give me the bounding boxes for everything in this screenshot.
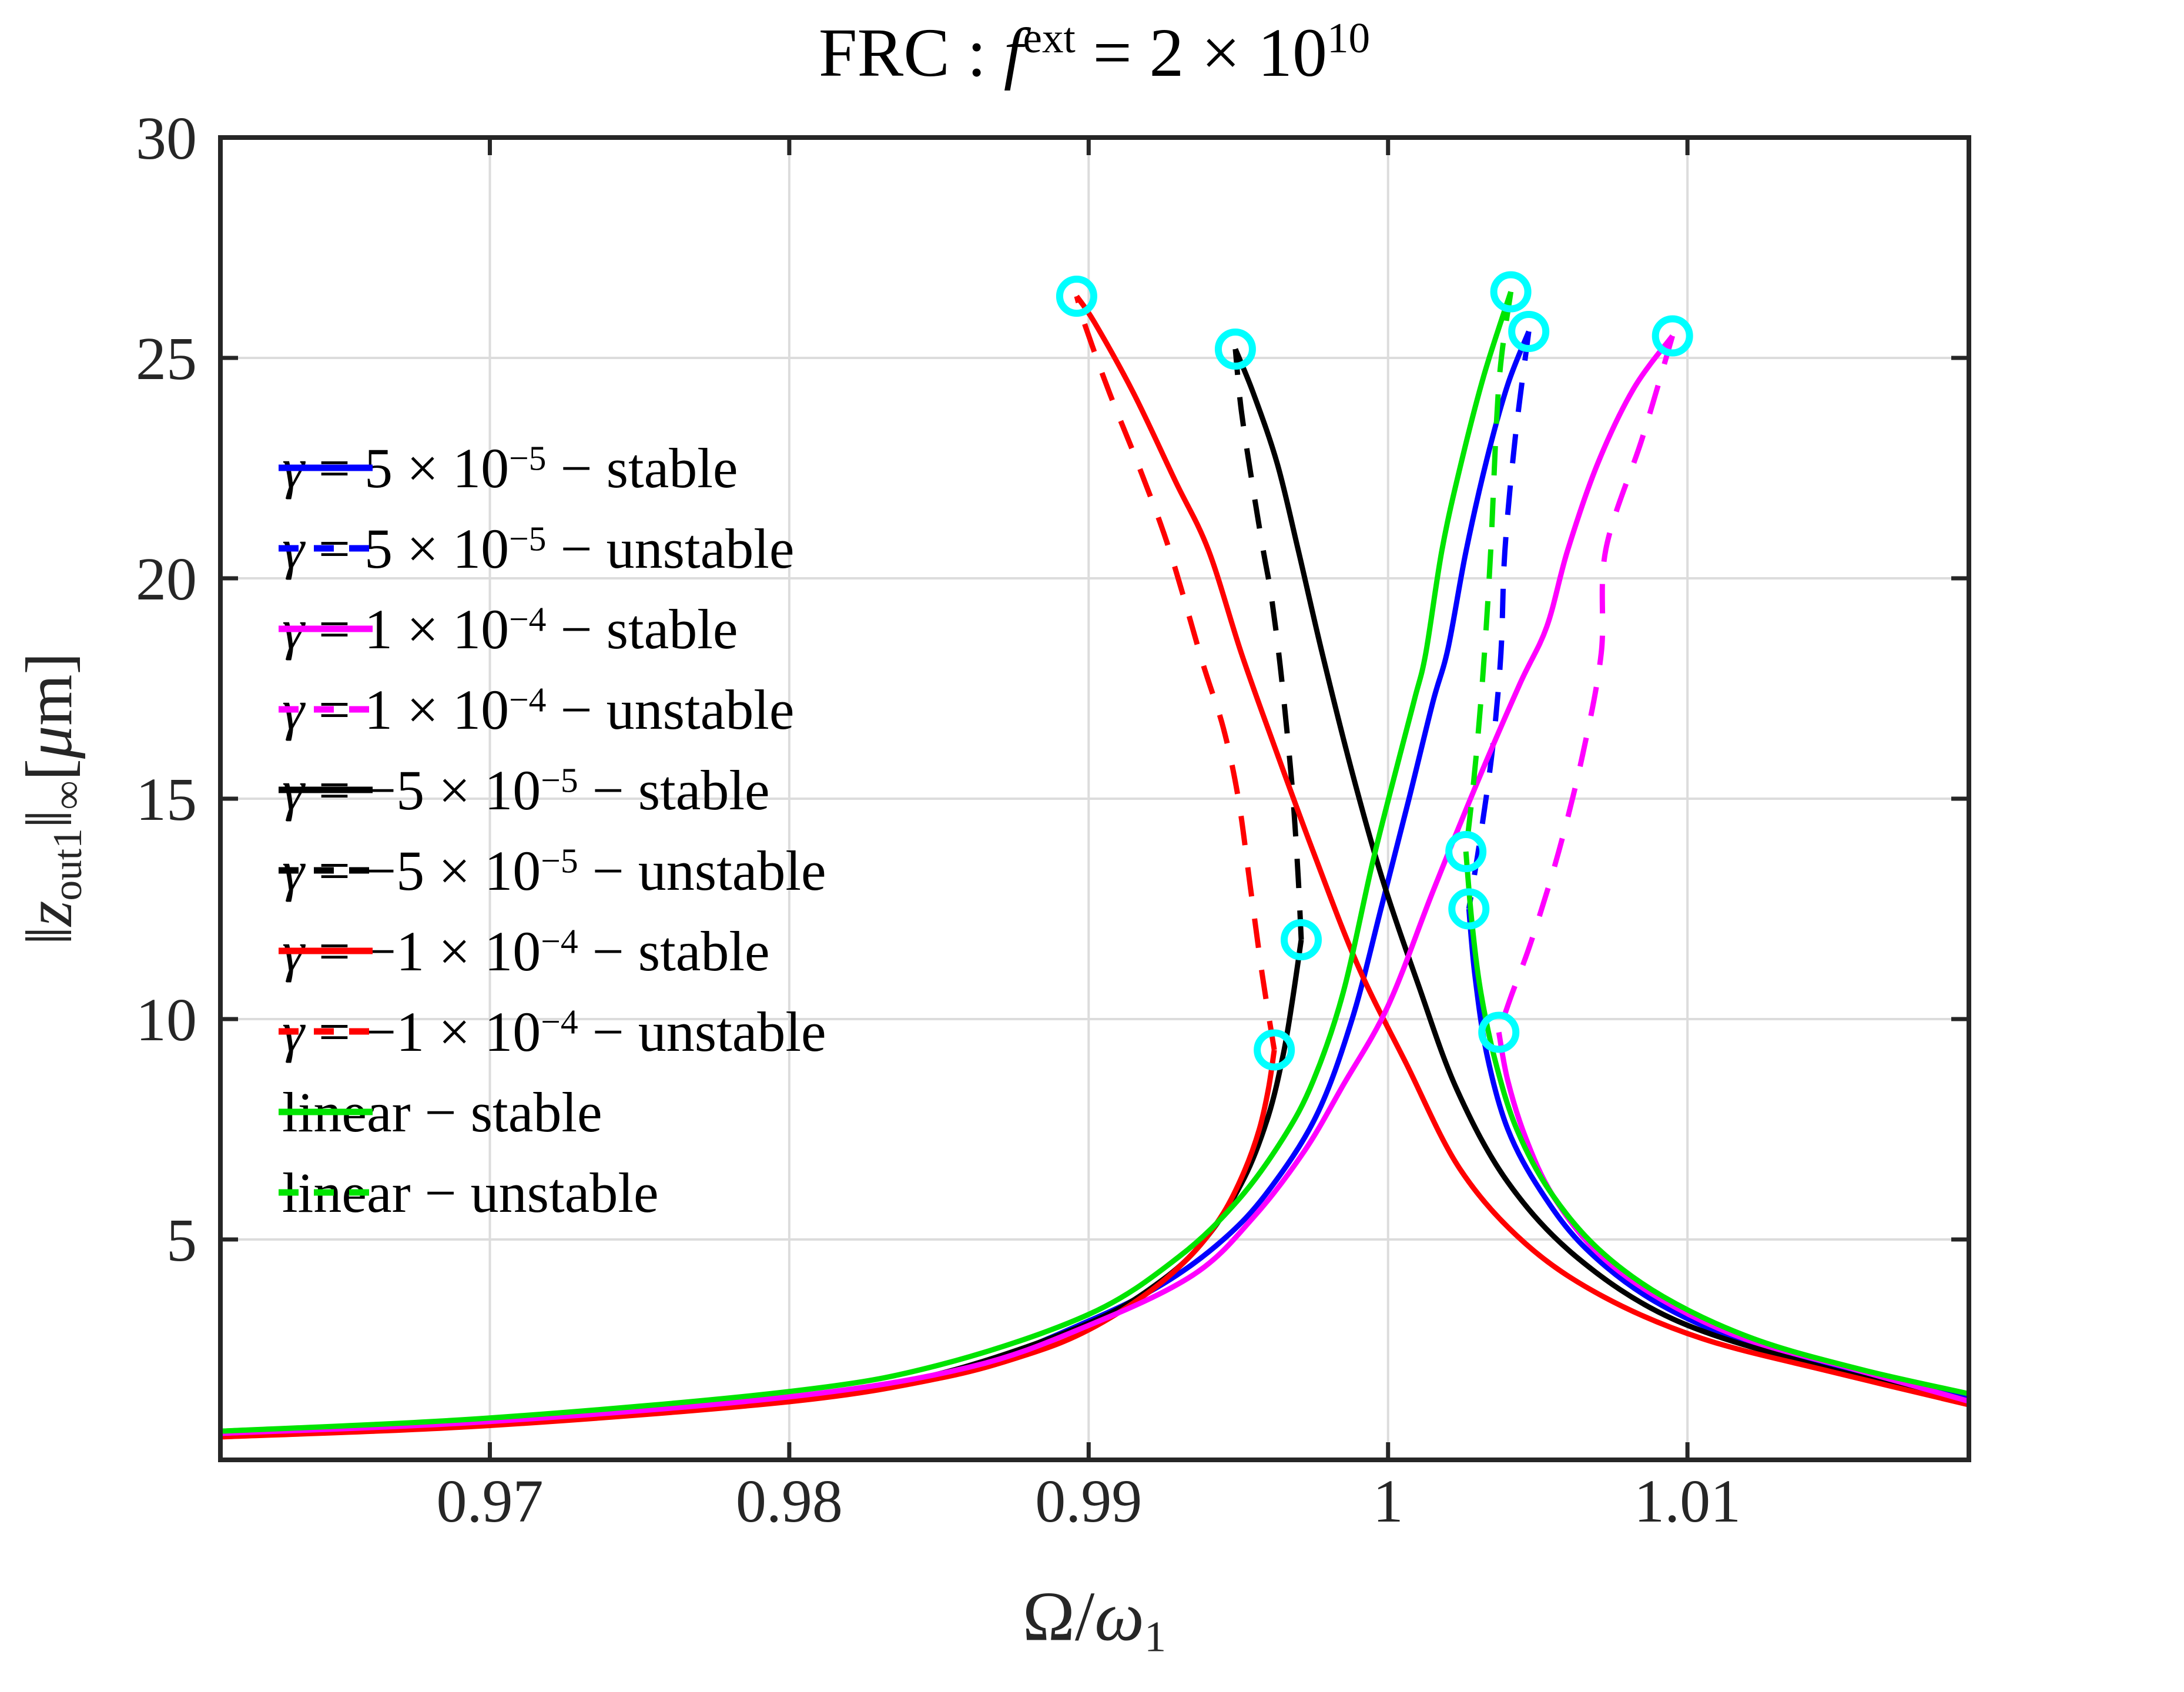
curve-stable [1232, 348, 1969, 1405]
legend-entry: γ = −5 × 10−5 − stable [276, 750, 770, 830]
chart-title: FRC : fext = 2 × 1010 [818, 14, 1371, 91]
y-tick-label: 30 [136, 105, 197, 172]
curve-stable [1074, 294, 1969, 1408]
legend-line-swatch [279, 625, 373, 632]
legend-entry: linear − unstable [276, 1152, 659, 1233]
legend-exponent: −5 [541, 760, 578, 799]
y-tick-label: 10 [136, 986, 197, 1054]
curve-stable [220, 291, 1513, 1434]
x-axis-label: Ω/ω1 [1022, 1577, 1167, 1661]
legend-entry: γ = −1 × 10−4 − stable [276, 911, 770, 991]
fold-point-marker [1214, 329, 1256, 370]
legend-entry: γ = 5 × 10−5 − stable [276, 428, 738, 508]
y-tick-label: 20 [136, 545, 197, 613]
fold-point-marker [1056, 276, 1097, 317]
fold-point-marker [1490, 271, 1532, 313]
y-tick-label: 5 [166, 1207, 197, 1274]
fold-point-marker [1478, 1011, 1520, 1053]
legend-entry: γ = 5 × 10−5 − unstable [276, 508, 795, 589]
legend-exponent: −4 [509, 599, 547, 638]
legend-exponent: −5 [509, 438, 547, 477]
legend-line-swatch [279, 1028, 373, 1035]
legend-line-swatch [279, 947, 373, 954]
legend-exponent: −4 [509, 679, 547, 719]
fold-point-marker [1652, 315, 1693, 357]
x-tick-label: 1 [1373, 1467, 1403, 1535]
exponent: 10 [1327, 14, 1371, 62]
y-tick-label: 25 [136, 325, 197, 393]
legend-line-swatch [279, 867, 373, 874]
f-symbol: f [1003, 14, 1023, 91]
legend-line-swatch [279, 1189, 373, 1196]
legend-exponent: −5 [541, 840, 578, 880]
fold-point-marker [1254, 1029, 1295, 1071]
legend-exponent: −4 [541, 1001, 578, 1041]
x-tick-label: 1.01 [1634, 1467, 1741, 1535]
legend-line-swatch [279, 545, 373, 552]
curve-stable [220, 334, 1675, 1436]
curve-unstable [1074, 295, 1277, 1051]
fold-point-marker [1508, 311, 1550, 352]
legend-entry: linear − stable [276, 1072, 602, 1152]
x-tick-label: 0.99 [1035, 1467, 1142, 1535]
curve-unstable [1496, 335, 1675, 1033]
legend-exponent: −4 [541, 921, 578, 960]
curve-stable [1463, 851, 1969, 1396]
legend-label: γ = −1 × 10−4 − stable [276, 923, 770, 980]
legend-entry: γ = 1 × 10−4 − stable [276, 589, 738, 669]
legend-line-swatch [279, 1108, 373, 1115]
fold-point-marker [1445, 831, 1487, 872]
legend-label: γ = 5 × 10−5 − stable [276, 440, 738, 497]
curve-stable [220, 1049, 1277, 1440]
f-superscript: ext [1023, 14, 1076, 62]
legend-entry: γ = −1 × 10−4 − unstable [276, 991, 826, 1072]
x-tick-label: 0.98 [736, 1467, 843, 1535]
legend-exponent: −5 [509, 518, 547, 558]
y-axis-label: ‖zout1‖∞[μm] [12, 652, 91, 945]
curve-unstable [1466, 331, 1532, 910]
x-tick-label: 0.97 [436, 1467, 543, 1535]
legend-entry: γ = −5 × 10−5 − unstable [276, 830, 826, 911]
y-tick-label: 15 [136, 766, 197, 833]
legend-line-swatch [279, 464, 373, 471]
legend-label: linear − unstable [282, 1161, 659, 1224]
legend-line-swatch [279, 706, 373, 713]
fold-point-marker [1448, 888, 1490, 930]
curve-unstable [1463, 291, 1514, 852]
legend-entry: γ = 1 × 10−4 − unstable [276, 669, 795, 750]
legend-line-swatch [279, 786, 373, 793]
fold-point-marker [1280, 919, 1322, 960]
